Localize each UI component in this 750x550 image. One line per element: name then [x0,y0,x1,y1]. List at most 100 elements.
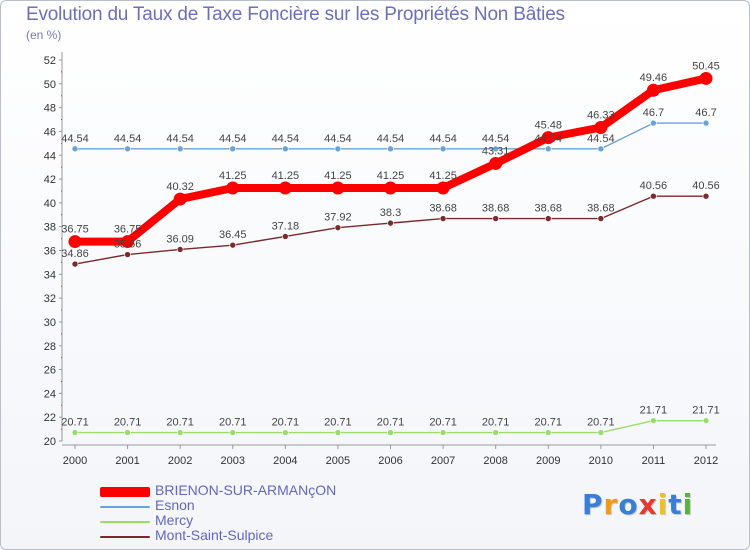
legend-label-mercy: Mercy [155,512,194,528]
data-label-mont-saint-sulpice-2009: 38.68 [534,203,562,215]
point-brienon-sur-arman-on-2012 [699,71,713,85]
legend-item-brienon[interactable]: BRIENON-SUR-ARMANçON [100,482,420,499]
data-label-mercy-2002: 20.71 [166,417,194,429]
point-mont-saint-sulpice-2009 [544,215,552,222]
y-tick-label-28: 28 [44,341,56,353]
data-label-mont-saint-sulpice-2000: 34.86 [61,248,89,260]
point-brienon-sur-arman-on-2001 [121,235,135,249]
y-tick-label-42: 42 [44,174,56,186]
y-tick-label-44: 44 [44,150,56,162]
point-esnon-2002 [176,145,184,153]
y-tick-label-40: 40 [44,198,56,210]
x-tick-label-2004: 2004 [273,455,297,467]
y-tick-label-38: 38 [44,222,56,234]
legend-swatch-mercy [100,521,150,523]
point-mercy-2008 [492,429,499,436]
logo-letter: t [668,488,683,521]
point-esnon-2003 [229,145,237,153]
point-mont-saint-sulpice-2005 [334,224,342,231]
point-brienon-sur-arman-on-2005 [331,181,345,195]
point-esnon-2000 [71,145,79,153]
point-mercy-2012 [702,417,710,424]
data-label-mont-saint-sulpice-2005: 37.92 [324,212,352,224]
data-label-esnon-2003: 44.54 [219,133,247,145]
legend-swatch-brienon [100,487,150,497]
point-mercy-2003 [229,429,237,436]
logo-letter: i [657,488,669,521]
legend-item-esnon[interactable]: Esnon [100,497,420,514]
data-label-brienon-sur-arman-on-2011: 49.46 [640,72,668,84]
point-brienon-sur-arman-on-2007 [436,181,450,195]
data-label-brienon-sur-arman-on-2009: 45.48 [534,120,562,132]
data-label-mercy-2001: 20.71 [114,417,142,429]
point-esnon-2008 [492,145,499,153]
data-label-mercy-2005: 20.71 [324,417,352,429]
x-tick-label-2011: 2011 [642,455,666,467]
data-label-brienon-sur-arman-on-2002: 40.32 [166,181,194,193]
logo-letter: P [582,488,604,521]
y-tick-label-24: 24 [44,388,56,400]
data-label-mercy-2000: 20.71 [61,417,89,429]
point-mont-saint-sulpice-2000 [71,260,79,268]
data-label-esnon-2010: 44.54 [587,133,615,145]
point-brienon-sur-arman-on-2002 [173,192,187,206]
point-esnon-2005 [334,145,342,153]
point-mercy-2002 [176,429,184,436]
point-mont-saint-sulpice-2001 [124,251,131,258]
logo-letter: x [638,488,658,521]
data-label-brienon-sur-arman-on-2008: 43.31 [482,145,510,157]
x-tick-label-2009: 2009 [536,455,560,467]
point-esnon-2012 [702,119,710,127]
data-label-mont-saint-sulpice-2010: 38.68 [587,203,615,215]
data-label-mont-saint-sulpice-2003: 36.45 [219,229,247,241]
point-mercy-2005 [334,429,342,436]
chart-legend: BRIENON-SUR-ARMANçON Esnon Mercy Mont-Sa… [100,482,420,544]
data-label-mont-saint-sulpice-2012: 40.56 [692,180,720,192]
point-mercy-2007 [439,429,447,436]
data-label-esnon-2005: 44.54 [324,133,352,145]
point-mercy-2010 [597,429,605,436]
y-tick-label-48: 48 [44,103,56,115]
x-tick-label-2010: 2010 [589,455,613,467]
point-mercy-2009 [544,429,552,436]
point-mont-saint-sulpice-2012 [702,192,710,200]
chart-subtitle: (en %) [26,28,62,42]
legend-swatch-esnon [100,506,150,508]
point-mont-saint-sulpice-2008 [492,215,499,222]
data-label-esnon-2011: 46.7 [643,107,664,119]
legend-swatch-mont-saint-sulpice [100,536,150,538]
data-label-mont-saint-sulpice-2011: 40.56 [640,180,668,192]
point-mont-saint-sulpice-2004 [282,233,289,240]
point-esnon-2007 [439,145,447,153]
y-tick-label-46: 46 [44,126,56,138]
data-label-mercy-2003: 20.71 [219,417,247,429]
legend-label-brienon: BRIENON-SUR-ARMANçON [155,482,337,498]
y-tick-label-34: 34 [44,269,56,281]
data-label-esnon-2009: 44.54 [534,133,562,145]
data-label-esnon-2006: 44.54 [377,133,405,145]
y-tick-label-50: 50 [44,79,56,91]
logo-letter: i [682,488,694,521]
point-brienon-sur-arman-on-2010 [594,121,608,135]
data-label-esnon-2007: 44.54 [429,133,457,145]
point-mercy-2000 [71,429,79,436]
data-label-mercy-2007: 20.71 [429,417,457,429]
data-label-esnon-2004: 44.54 [272,133,300,145]
data-label-esnon-2012: 46.7 [695,107,716,119]
x-tick-label-2001: 2001 [115,455,139,467]
legend-item-mont-saint-sulpice[interactable]: Mont-Saint-Sulpice [100,528,420,544]
data-label-mont-saint-sulpice-2006: 38.3 [380,207,401,219]
data-label-mont-saint-sulpice-2001: 35.66 [114,239,142,251]
point-esnon-2006 [387,145,394,153]
data-label-brienon-sur-arman-on-2012: 50.45 [692,60,720,72]
x-tick-label-2003: 2003 [221,455,245,467]
legend-label-esnon: Esnon [155,497,195,513]
data-label-mercy-2008: 20.71 [482,417,510,429]
data-label-brienon-sur-arman-on-2000: 36.75 [61,224,89,236]
data-label-brienon-sur-arman-on-2010: 46.33 [587,110,615,122]
data-label-mont-saint-sulpice-2004: 37.18 [272,220,300,232]
data-label-mont-saint-sulpice-2002: 36.09 [166,233,194,245]
data-label-brienon-sur-arman-on-2005: 41.25 [324,170,352,182]
legend-item-mercy[interactable]: Mercy [100,512,420,529]
x-tick-label-2007: 2007 [431,455,455,467]
